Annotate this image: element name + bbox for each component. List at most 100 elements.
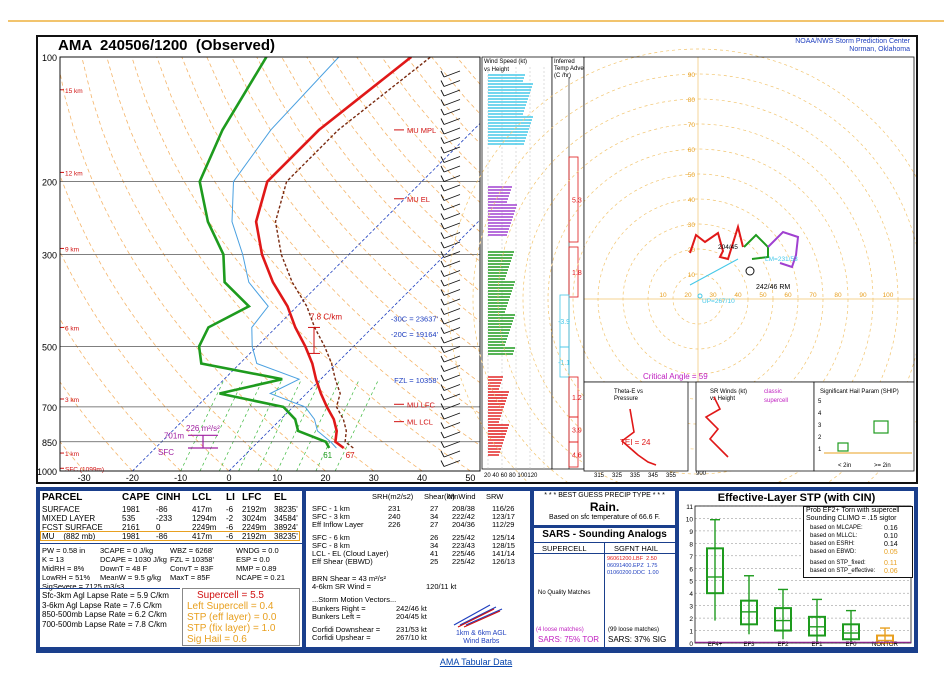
motion-label: Corfidi Upshear = [312, 633, 371, 642]
kinematics-panel: SRH(m2/s2) Shear(kt) MnWind SRW SFC - 1 km 23… [306, 491, 530, 647]
stp-prob-line1: Prob EF2+ Torn with supercell [806, 507, 900, 514]
wind-barb-flag [440, 241, 445, 249]
stp-box [876, 634, 894, 644]
wind-barb-flag [440, 317, 445, 325]
wind-barb-flag [440, 336, 445, 344]
wind-barb-flag [440, 355, 445, 363]
stp-row-label: based on EBWD: [810, 549, 857, 555]
stp-row-value: 0.11 [884, 560, 898, 567]
parcel-cell: 2161 [122, 523, 140, 532]
temp-tick-label: 40 [417, 473, 427, 482]
wind-barb [443, 89, 461, 97]
wind-barb [443, 165, 461, 173]
parcel-cell: -86 [156, 505, 168, 514]
motion-value: 204/45 kt [396, 612, 427, 621]
parcel-cell: -6 [226, 505, 234, 514]
motion-value: 231/53 kt [396, 625, 427, 634]
hodograph-ring-label: 60 [688, 147, 696, 154]
parcel-cell: MIXED LAYER [42, 514, 96, 523]
storm-motion-rm-marker [745, 266, 755, 276]
parcel-header: LFC [242, 492, 262, 503]
parcel-cell: 1981 [122, 532, 140, 541]
parcel-cell: 1981 [122, 505, 140, 514]
kinematics-cell: 204/36 [452, 520, 475, 529]
upshear-marker [697, 293, 703, 299]
precip-header: * * * BEST GUESS PRECIP TYPE * * * [544, 492, 665, 499]
index-value: ConvT = 83F [170, 564, 214, 573]
sfc-label: SFC [158, 448, 174, 457]
advection-value: 1.8 [572, 270, 582, 277]
wind-barb [443, 270, 461, 277]
wind-barb [443, 222, 461, 230]
page-title: AMA 240506/1200 (Observed) [58, 37, 276, 54]
hodograph-ring-label: 80 [688, 97, 696, 104]
thetae-x-tick: 345 [648, 473, 659, 479]
dry-adiabat [281, 57, 480, 292]
hodograph-inflow-line [689, 258, 739, 286]
stp-y-label: 7 [689, 554, 693, 561]
thetae-x-tick: 325 [612, 473, 623, 479]
index-value: K = 13 [42, 555, 64, 564]
dry-adiabat [331, 57, 480, 233]
kinematics-header: MnWind [448, 492, 476, 501]
stp-row-label: based on MLCAPE: [810, 525, 863, 531]
wind-barb [443, 384, 461, 391]
parcel-cell: 2192m [242, 532, 267, 541]
temperature-trace [254, 57, 413, 450]
parcel-cell: 0 [156, 523, 161, 532]
srwinds-trace [704, 396, 729, 458]
index-value: MMP = 0.89 [236, 564, 277, 573]
tabular-data-link[interactable]: AMA Tabular Data [439, 657, 513, 667]
advection-title: (C /hr) [554, 73, 571, 79]
wind-barb [443, 412, 461, 420]
stp-row-value: 0.14 [884, 541, 898, 548]
wind-barb [443, 175, 461, 182]
isotherm-line [132, 122, 480, 471]
wind-barb-flag [440, 289, 445, 296]
parcel-cell: 38235' [274, 505, 298, 514]
thetae-inset [583, 381, 689, 472]
advection-panel [551, 56, 585, 470]
wind-barb [443, 317, 461, 325]
ship-box-large [873, 420, 889, 434]
wind-barb-flag [440, 99, 445, 106]
parcel-level-label: MU EL [407, 195, 430, 204]
storm-motion-rm-label: 242/46 RM [756, 284, 790, 291]
pressure-label: 100 [42, 53, 57, 63]
wind-barb [443, 346, 461, 353]
pressure-label: 500 [42, 342, 57, 352]
sig-hail-value: Sig Hail = 0.6 [187, 634, 247, 645]
storm-motion-header: ...Storm Motion Vectors... [312, 595, 397, 604]
wind-barb [443, 431, 461, 439]
parcel-cell: MU (882 mb) [42, 532, 96, 541]
stp-category-label: NONTOR [872, 642, 899, 647]
wind-barb-flag [440, 80, 445, 87]
temp-tick-label: 30 [369, 473, 379, 482]
mixing-ratio-line [296, 379, 341, 471]
stp-panel: Effective-Layer STP (with CIN) 11 10 9 8 7 6 5… [679, 491, 914, 647]
height-label: 12 km [65, 170, 83, 177]
index-value: FZL = 10358' [170, 555, 214, 564]
top-rule [8, 20, 944, 22]
parcel-header: CINH [156, 492, 181, 503]
wind-barb-flag [440, 184, 445, 192]
motion-label: Bunkers Right = [312, 604, 366, 613]
index-value: PW = 0.58 in [42, 546, 86, 555]
isotherm-label: -20C = 19164' [391, 330, 439, 339]
composite-box: Supercell = 5.5 Left Supercell = 0.4 STP… [182, 588, 300, 646]
stp-row-value: 0.05 [884, 549, 898, 556]
thetae-x-tick: 355 [666, 473, 677, 479]
kinematics-cell: 116/26 [492, 504, 515, 513]
parcel-cell: 38924' [274, 523, 298, 532]
upshear-label: UP=267/10 [702, 298, 735, 305]
wind-barb [443, 279, 461, 287]
wind-barb-flag [440, 146, 445, 154]
wind-barb-flag [440, 431, 445, 439]
sars-loose-2: (99 loose matches) [608, 627, 660, 633]
wind-barb-flag [440, 70, 445, 78]
kinematics-cell: 41 [430, 549, 439, 558]
kinematics-cell: SFC - 6 km [312, 533, 350, 542]
wind-speed-title: Wind Speed (kt) [484, 59, 527, 65]
parcel-cell: 2249m [192, 523, 217, 532]
motion-label: Bunkers Left = [312, 612, 361, 621]
